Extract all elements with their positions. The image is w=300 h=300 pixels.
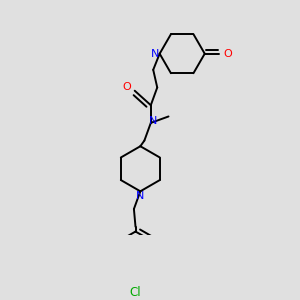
Text: O: O bbox=[223, 49, 232, 59]
Text: N: N bbox=[149, 116, 158, 126]
Text: N: N bbox=[151, 49, 159, 59]
Text: O: O bbox=[122, 82, 131, 92]
Text: N: N bbox=[136, 191, 145, 201]
Text: Cl: Cl bbox=[130, 286, 141, 299]
